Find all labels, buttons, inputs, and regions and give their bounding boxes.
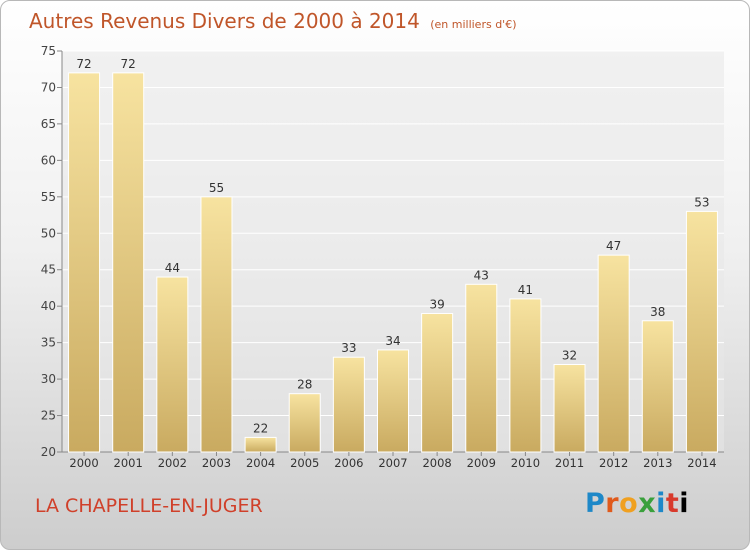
y-tick-label: 30 <box>41 372 56 386</box>
x-tick-label: 2009 <box>467 456 496 470</box>
bar-value-label: 38 <box>650 305 665 319</box>
bar-value-label: 32 <box>562 349 577 363</box>
bar <box>288 393 321 453</box>
bar <box>597 254 630 453</box>
y-tick-label: 55 <box>41 190 56 204</box>
bar-value-label: 22 <box>253 421 268 435</box>
chart-title-unit: (en milliers d'€) <box>430 18 517 31</box>
bar <box>509 298 542 453</box>
bar <box>156 276 189 453</box>
bar-value-label: 33 <box>341 341 356 355</box>
x-tick-label: 2004 <box>246 456 275 470</box>
bar-value-label: 53 <box>694 195 709 209</box>
bar-value-label: 55 <box>209 181 224 195</box>
y-tick-label: 25 <box>41 409 56 423</box>
bar-value-label: 34 <box>385 334 400 348</box>
bar-value-label: 72 <box>76 57 91 71</box>
x-tick-label: 2011 <box>555 456 584 470</box>
y-tick-label: 75 <box>41 44 56 58</box>
logo-letter: t <box>665 488 680 519</box>
logo-letter: i <box>679 488 690 519</box>
logo-letter: i <box>656 488 666 519</box>
bar <box>332 356 365 453</box>
logo-letter: r <box>605 488 620 519</box>
y-tick-label: 50 <box>41 226 56 240</box>
bar <box>465 283 498 453</box>
bar-value-label: 44 <box>165 261 180 275</box>
bar-value-label: 28 <box>297 378 312 392</box>
commune-name: LA CHAPELLE-EN-JUGER <box>35 495 263 517</box>
logo-letter: P <box>585 488 606 519</box>
y-tick-label: 20 <box>41 445 56 459</box>
logo-letter: o <box>619 488 639 519</box>
x-tick-label: 2007 <box>378 456 407 470</box>
y-tick-label: 35 <box>41 336 56 350</box>
x-tick-label: 2001 <box>114 456 143 470</box>
x-tick-label: 2006 <box>334 456 363 470</box>
y-tick-label: 45 <box>41 263 56 277</box>
bar-value-label: 39 <box>429 297 444 311</box>
bar-value-label: 41 <box>518 283 533 297</box>
bar <box>112 72 145 453</box>
bar <box>421 312 454 453</box>
bar-value-label: 43 <box>474 268 489 282</box>
bar <box>68 72 101 453</box>
bar <box>200 196 233 453</box>
bar <box>377 349 409 453</box>
y-tick-label: 65 <box>41 117 56 131</box>
logo-letter: x <box>638 488 657 519</box>
chart-title: Autres Revenus Divers de 2000 à 2014 (en… <box>29 9 517 33</box>
x-tick-label: 2002 <box>158 456 187 470</box>
y-tick-label: 40 <box>41 299 56 313</box>
x-tick-label: 2010 <box>511 456 540 470</box>
x-tick-label: 2005 <box>290 456 319 470</box>
proxiti-logo: Proxiti <box>585 488 689 519</box>
bar-value-label: 47 <box>606 239 621 253</box>
x-tick-label: 2014 <box>687 456 716 470</box>
bar <box>553 364 586 453</box>
x-tick-label: 2000 <box>69 456 98 470</box>
bar <box>685 210 718 453</box>
x-tick-label: 2013 <box>643 456 672 470</box>
x-tick-label: 2012 <box>599 456 628 470</box>
y-tick-label: 60 <box>41 153 56 167</box>
bar <box>641 320 674 453</box>
x-tick-label: 2003 <box>202 456 231 470</box>
bar <box>244 436 277 453</box>
bar-value-label: 72 <box>121 57 136 71</box>
x-tick-label: 2008 <box>422 456 451 470</box>
chart-title-text: Autres Revenus Divers de 2000 à 2014 <box>29 9 420 33</box>
y-tick-label: 70 <box>41 80 56 94</box>
